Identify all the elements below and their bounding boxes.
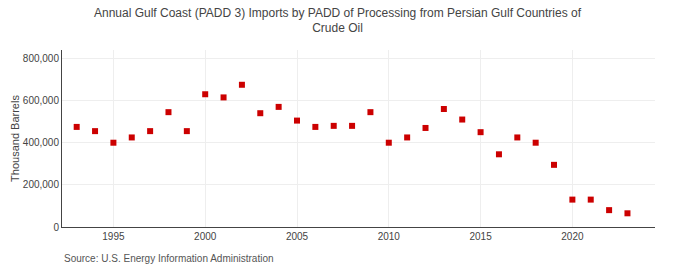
svg-text:Annual Gulf Coast (PADD 3) Imp: Annual Gulf Coast (PADD 3) Imports by PA… bbox=[94, 6, 582, 36]
svg-text:2005: 2005 bbox=[286, 231, 309, 242]
svg-text:2010: 2010 bbox=[378, 231, 401, 242]
svg-text:800,000: 800,000 bbox=[23, 53, 60, 64]
svg-text:400,000: 400,000 bbox=[23, 137, 60, 148]
svg-text:600,000: 600,000 bbox=[23, 95, 60, 106]
svg-text:2000: 2000 bbox=[194, 231, 217, 242]
svg-text:Thousand Barrels: Thousand Barrels bbox=[9, 95, 21, 182]
svg-text:Source: U.S. Energy Informatio: Source: U.S. Energy Information Administ… bbox=[64, 253, 274, 264]
svg-text:200,000: 200,000 bbox=[23, 179, 60, 190]
svg-text:2015: 2015 bbox=[469, 231, 492, 242]
svg-text:1995: 1995 bbox=[102, 231, 125, 242]
svg-text:2020: 2020 bbox=[561, 231, 584, 242]
svg-text:0: 0 bbox=[53, 222, 59, 233]
